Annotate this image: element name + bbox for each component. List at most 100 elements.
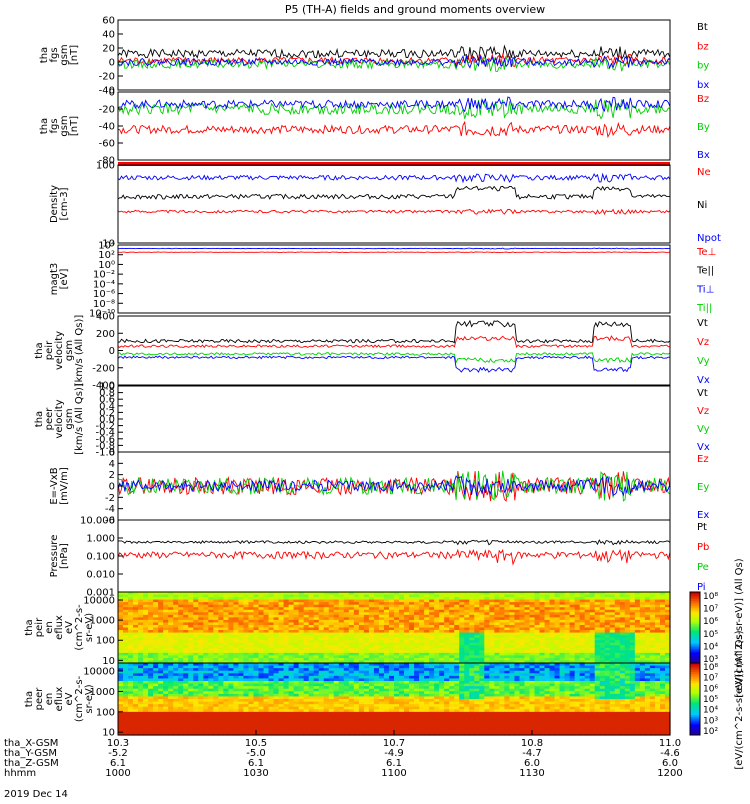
legend-entry: Te⊥ xyxy=(696,247,716,258)
legend-entry: Pb xyxy=(697,542,709,553)
legend-entry: bx xyxy=(697,80,709,91)
series-line-ti xyxy=(118,248,670,249)
panel-yticks: 0-20-40-60-80 xyxy=(99,88,123,167)
legend-entry: Bz xyxy=(697,94,709,105)
panel-p4: magt3[eV]10⁴10²10⁰10⁻²10⁻⁴10⁻⁶10⁻⁸10⁻¹⁰T… xyxy=(49,241,716,320)
ytick-label: 10000 xyxy=(83,596,115,607)
legend-entry: bz xyxy=(697,41,709,52)
ylabel-line: [mV/m] xyxy=(59,467,70,505)
panel-frame xyxy=(118,165,670,243)
ytick-label: 0.100 xyxy=(86,552,115,563)
series-line-vx xyxy=(118,356,670,372)
ytick-label: 1000 xyxy=(90,616,115,627)
legend-entry: Vz xyxy=(697,337,709,348)
ylabel-line: [nT] xyxy=(69,45,80,65)
legend-entry: Vt xyxy=(697,318,708,329)
panel-frame xyxy=(118,520,670,592)
legend-entry: Te|| xyxy=(696,266,714,277)
series-line-bx xyxy=(118,56,670,68)
ytick-label: 100 xyxy=(96,636,115,647)
series-line-ni xyxy=(118,186,670,199)
legend-entry: Vx xyxy=(697,375,710,386)
series-line-bx xyxy=(118,97,670,111)
panel-plot xyxy=(118,46,670,71)
panel-ylabel: E=-VxB[mV/m] xyxy=(49,467,70,505)
legend-entry: By xyxy=(697,122,710,133)
legend-entry: Ti|| xyxy=(696,303,712,314)
ylabel-line: [nPa] xyxy=(59,543,70,569)
ytick-label: -60 xyxy=(99,139,115,150)
panel-legend: Te⊥ Te|| Ti⊥ Ti|| xyxy=(696,247,716,314)
panel-plot xyxy=(118,321,670,372)
series-line-pb xyxy=(118,550,670,564)
legend-entry: by xyxy=(697,61,709,72)
legend-entry: Bx xyxy=(697,150,710,161)
ytick-label: 0 xyxy=(109,346,115,357)
ytick-label: 0 xyxy=(109,482,115,493)
panel-plot xyxy=(118,248,670,253)
panel-frame xyxy=(118,245,670,313)
panel-ylabel: Density[cm-3] xyxy=(49,185,70,223)
legend-entry: Vy xyxy=(697,424,710,435)
ytick-label: -4 xyxy=(105,504,115,515)
ylabel-line: [cm-3] xyxy=(59,187,70,220)
ylabel-line: [km/s (All Qs)] xyxy=(74,315,85,387)
panel-plot xyxy=(118,663,671,736)
ytick-label: 200 xyxy=(96,329,115,340)
ytick-label: -40 xyxy=(99,122,115,133)
legend-entry: Ne xyxy=(697,167,711,178)
legend-entry: Vt xyxy=(697,388,708,399)
series-line-ne xyxy=(118,209,670,214)
ytick-label: 40 xyxy=(102,30,115,41)
legend-entry: Vz xyxy=(697,406,709,417)
legend-entry: Ex xyxy=(697,510,709,521)
legend-entry: Ey xyxy=(697,482,709,493)
ytick-label: 20 xyxy=(102,44,115,55)
series-line-bt xyxy=(118,46,670,61)
ytick-label: 4 xyxy=(109,459,115,470)
ylabel-line: [km/s (All Qs)] xyxy=(74,383,85,455)
series-line-vt xyxy=(118,321,670,343)
ytick-label: -20 xyxy=(99,105,115,116)
ytick-label: -2 xyxy=(105,493,115,504)
panel-plot xyxy=(118,592,671,664)
ytick-label: 100 xyxy=(96,161,115,172)
panel-ylabel: magt3[eV] xyxy=(49,263,70,296)
ytick-label: 10.000 xyxy=(80,516,115,527)
legend-entry: Pt xyxy=(697,522,707,533)
ylabel-line: [eV] xyxy=(59,269,70,290)
chart-title: P5 (TH-A) fields and ground moments over… xyxy=(285,3,545,16)
legend-entry: Ti⊥ xyxy=(696,284,714,295)
panel-plot xyxy=(118,174,670,214)
panel-frame xyxy=(118,386,670,452)
ytick-label: 0 xyxy=(109,88,115,99)
ytick-label: 10 xyxy=(102,656,115,667)
ytick-label: 0.010 xyxy=(86,570,115,581)
ytick-label: 1.000 xyxy=(86,534,115,545)
series-line-npot xyxy=(118,174,670,182)
panel-frame xyxy=(118,20,670,90)
ytick-label: -200 xyxy=(92,363,115,374)
legend-entry: Npot xyxy=(697,233,721,244)
ytick-label: 400 xyxy=(96,312,115,323)
ytick-label: 2 xyxy=(109,470,115,481)
panel-ylabel: Pressure[nPa] xyxy=(49,535,70,578)
